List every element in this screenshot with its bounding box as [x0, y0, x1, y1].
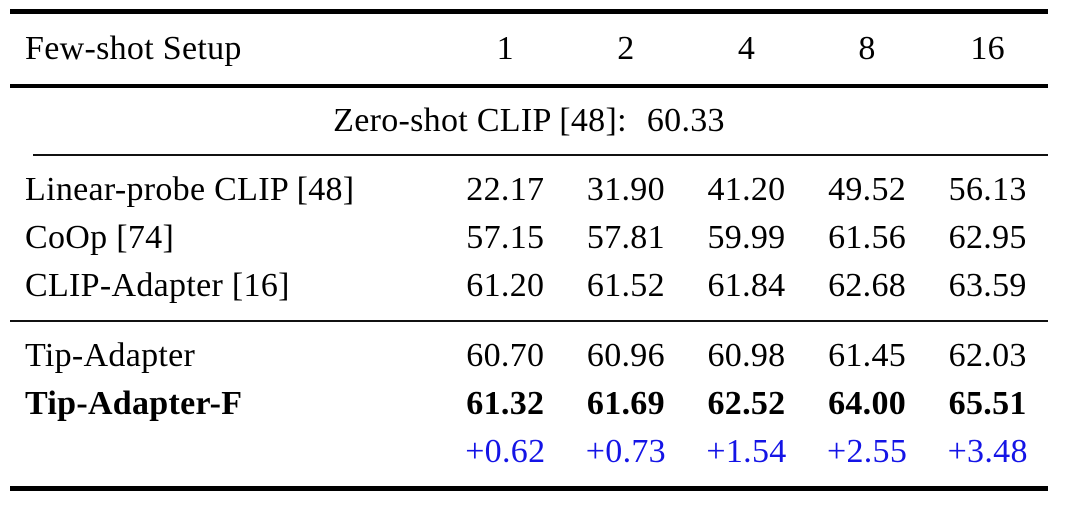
value-cell: 57.15	[466, 219, 545, 256]
zero-shot-row: Zero-shot CLIP [48]: 60.33	[10, 88, 1048, 154]
value-cell: 61.69	[586, 385, 665, 422]
header-shot-1: 1	[496, 30, 514, 67]
section-rule	[10, 320, 1048, 322]
value-cell: 59.99	[707, 219, 786, 256]
value-cell: 60.98	[707, 337, 786, 374]
row-label: Linear-probe CLIP [48]	[25, 171, 355, 208]
delta-cell: +1.54	[706, 433, 787, 470]
header-shot-2: 2	[617, 30, 635, 67]
header-shot-4: 4	[737, 30, 756, 67]
value-cell: 62.95	[948, 219, 1027, 256]
value-cell: 62.68	[828, 267, 907, 304]
top-rule	[10, 9, 1048, 14]
value-cell: 61.84	[707, 267, 786, 304]
header-label: Few-shot Setup	[25, 30, 242, 67]
value-cell: 64.00	[828, 385, 907, 422]
table-row-best: Tip-Adapter-F 61.32 61.69 62.52 64.00 65…	[10, 380, 1048, 428]
value-cell: 49.52	[828, 171, 907, 208]
value-cell: 61.56	[828, 219, 907, 256]
results-table: Few-shot Setup 1 2 4 8 16 Zero-shot CLIP…	[10, 0, 1048, 491]
table-row: CLIP-Adapter [16] 61.20 61.52 61.84 62.6…	[10, 262, 1048, 310]
table-row: Tip-Adapter 60.70 60.96 60.98 61.45 62.0…	[10, 332, 1048, 380]
bottom-rule	[10, 486, 1048, 491]
header-shot-8: 8	[858, 30, 876, 67]
table-row-delta: +0.62 +0.73 +1.54 +2.55 +3.48	[10, 428, 1048, 476]
header-rule	[10, 84, 1048, 88]
value-cell: 41.20	[707, 171, 786, 208]
value-cell: 61.45	[828, 337, 907, 374]
value-cell: 57.81	[586, 219, 665, 256]
value-cell: 61.20	[466, 267, 545, 304]
row-label: CoOp [74]	[25, 219, 175, 256]
header-shot-16: 16	[970, 30, 1005, 67]
table-header-row: Few-shot Setup 1 2 4 8 16	[10, 14, 1048, 84]
value-cell: 62.52	[707, 385, 786, 422]
value-cell: 62.03	[948, 337, 1027, 374]
value-cell: 60.70	[466, 337, 545, 374]
table-row: Linear-probe CLIP [48] 22.17 31.90 41.20…	[10, 166, 1048, 214]
delta-cell: +3.48	[947, 433, 1028, 470]
tip-adapter-section: Tip-Adapter 60.70 60.96 60.98 61.45 62.0…	[10, 322, 1048, 486]
value-cell: 63.59	[948, 267, 1027, 304]
delta-cell: +2.55	[826, 433, 908, 470]
value-cell: 56.13	[948, 171, 1027, 208]
value-cell: 61.32	[466, 385, 545, 422]
delta-cell: +0.73	[585, 433, 666, 470]
zero-shot-value: 60.33	[646, 102, 725, 139]
table-row: CoOp [74] 57.15 57.81 59.99 61.56 62.95	[10, 214, 1048, 262]
row-label: Tip-Adapter-F	[25, 385, 243, 422]
delta-cell: +0.62	[465, 433, 546, 470]
value-cell: 61.52	[586, 267, 665, 304]
value-cell: 31.90	[586, 171, 665, 208]
row-label: CLIP-Adapter [16]	[25, 267, 290, 304]
row-label: Tip-Adapter	[25, 337, 196, 374]
value-cell: 65.51	[948, 385, 1027, 422]
zero-shot-rule	[33, 154, 1048, 156]
value-cell: 60.96	[586, 337, 665, 374]
value-cell: 22.17	[466, 171, 545, 208]
zero-shot-label: Zero-shot CLIP [48]:	[333, 102, 627, 139]
baseline-section: Linear-probe CLIP [48] 22.17 31.90 41.20…	[10, 156, 1048, 320]
